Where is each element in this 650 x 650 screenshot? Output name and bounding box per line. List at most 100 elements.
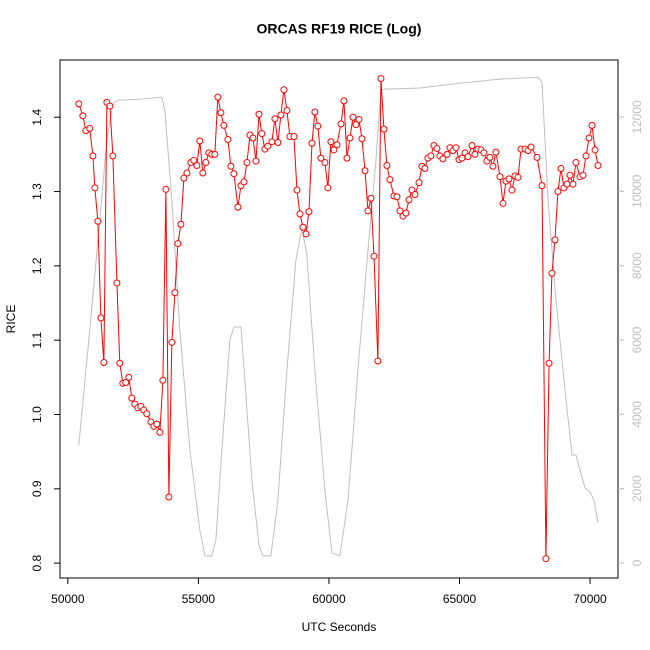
data-point bbox=[333, 141, 341, 149]
data-point bbox=[402, 209, 410, 217]
data-point bbox=[162, 185, 170, 193]
data-point bbox=[464, 153, 472, 161]
data-point bbox=[86, 124, 94, 132]
data-point bbox=[125, 373, 133, 381]
data-point bbox=[217, 109, 225, 117]
data-point bbox=[106, 102, 114, 110]
data-point bbox=[585, 134, 593, 142]
data-point bbox=[302, 230, 310, 238]
data-point bbox=[293, 186, 301, 194]
data-point bbox=[579, 171, 587, 179]
data-point bbox=[411, 191, 419, 199]
data-point bbox=[280, 86, 288, 94]
data-point bbox=[588, 121, 596, 129]
data-point bbox=[327, 138, 335, 146]
data-point bbox=[308, 139, 316, 147]
data-point bbox=[277, 111, 285, 119]
data-point bbox=[505, 175, 513, 183]
data-point bbox=[79, 112, 87, 120]
data-point bbox=[252, 157, 260, 165]
data-point bbox=[190, 156, 198, 164]
data-point bbox=[427, 152, 435, 160]
data-point bbox=[89, 152, 97, 160]
data-point bbox=[374, 357, 382, 365]
plot-frame bbox=[59, 59, 619, 579]
data-point bbox=[305, 208, 313, 216]
data-point bbox=[554, 188, 562, 196]
data-point bbox=[358, 135, 366, 143]
y2-tick-label: 10000 bbox=[630, 174, 644, 208]
y2-tick-label: 8000 bbox=[630, 252, 644, 279]
data-point bbox=[364, 207, 372, 215]
data-point bbox=[94, 217, 102, 225]
data-point bbox=[370, 252, 378, 260]
data-point bbox=[352, 121, 360, 129]
data-point bbox=[563, 180, 571, 188]
y-tick-label: 1.4 bbox=[30, 109, 44, 126]
data-point bbox=[211, 150, 219, 158]
data-point bbox=[591, 146, 599, 154]
y2-tick-label: 4000 bbox=[630, 401, 644, 428]
data-point bbox=[551, 236, 559, 244]
data-point bbox=[283, 107, 291, 115]
data-point bbox=[557, 165, 565, 173]
data-point bbox=[165, 493, 173, 501]
data-point bbox=[75, 100, 83, 108]
data-point bbox=[361, 167, 369, 175]
data-point bbox=[508, 186, 516, 194]
data-point bbox=[177, 220, 185, 228]
data-point bbox=[330, 146, 338, 154]
y2-tick-label: 12000 bbox=[630, 100, 644, 134]
data-point bbox=[274, 138, 282, 146]
data-point bbox=[100, 358, 108, 366]
data-point bbox=[196, 137, 204, 145]
y2-tick-label: 2000 bbox=[630, 475, 644, 502]
data-point bbox=[91, 184, 99, 192]
data-point bbox=[566, 171, 574, 179]
data-point bbox=[421, 165, 429, 173]
data-point bbox=[377, 75, 385, 83]
data-point bbox=[337, 120, 345, 128]
data-point bbox=[255, 110, 263, 118]
data-point bbox=[383, 162, 391, 170]
data-point bbox=[321, 159, 329, 167]
data-point bbox=[224, 136, 232, 144]
data-point bbox=[240, 178, 248, 186]
x-axis-label: UTC Seconds bbox=[302, 620, 377, 634]
data-point bbox=[214, 93, 222, 101]
data-point bbox=[471, 150, 479, 158]
data-point bbox=[109, 152, 117, 160]
data-point bbox=[174, 240, 182, 248]
x-tick-label: 55000 bbox=[182, 592, 216, 606]
data-point bbox=[143, 410, 151, 418]
data-point bbox=[492, 148, 500, 156]
y2-tick-label: 6000 bbox=[630, 326, 644, 353]
x-tick-label: 50000 bbox=[51, 592, 85, 606]
data-point bbox=[439, 155, 447, 163]
data-point bbox=[116, 359, 124, 367]
y2-tick-label: 0 bbox=[630, 559, 644, 566]
data-point bbox=[594, 162, 602, 170]
data-point bbox=[367, 194, 375, 202]
data-point bbox=[230, 170, 238, 178]
data-point bbox=[452, 144, 460, 152]
data-point bbox=[349, 113, 357, 121]
y-tick-label: 1.1 bbox=[30, 332, 44, 349]
data-point bbox=[486, 153, 494, 161]
data-point bbox=[569, 180, 577, 188]
data-point bbox=[168, 338, 176, 346]
data-point bbox=[97, 314, 105, 322]
data-point bbox=[380, 125, 388, 133]
x-tick-label: 70000 bbox=[573, 592, 607, 606]
data-point bbox=[527, 143, 535, 151]
data-point bbox=[582, 152, 590, 160]
data-point bbox=[489, 162, 497, 170]
data-point bbox=[533, 153, 541, 161]
data-point bbox=[396, 207, 404, 215]
data-point bbox=[264, 142, 272, 150]
data-point bbox=[468, 141, 476, 149]
data-point bbox=[271, 115, 279, 123]
data-point bbox=[202, 159, 210, 167]
